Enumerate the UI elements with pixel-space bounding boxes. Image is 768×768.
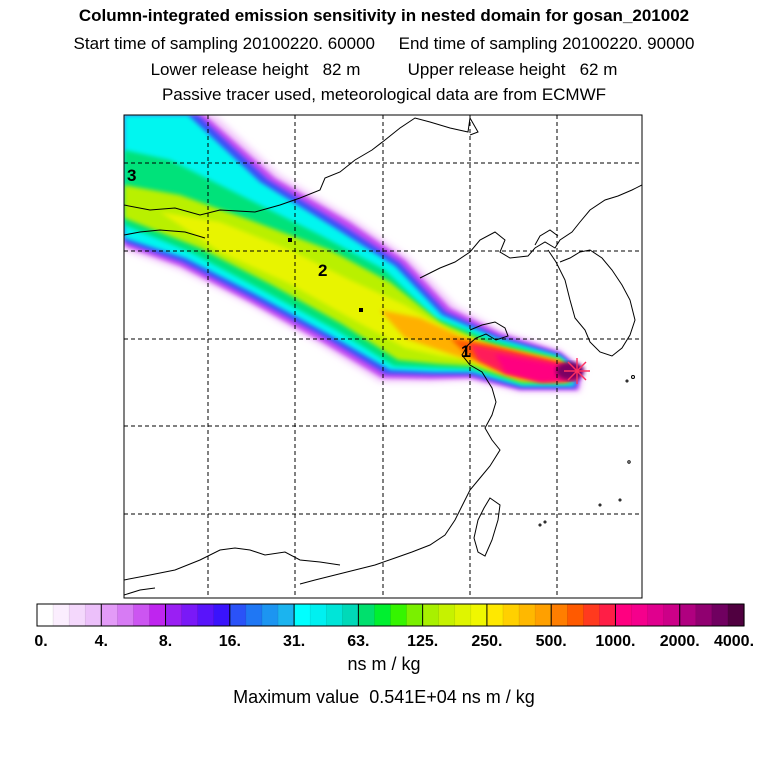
colorbar-tick-label: 125. xyxy=(407,633,438,650)
colorbar-cell xyxy=(470,604,488,626)
colorbar-cell xyxy=(37,604,54,626)
colorbar-tick-label: 500. xyxy=(536,633,567,650)
receptor-star-icon xyxy=(564,358,590,384)
colorbar-cell xyxy=(663,604,681,626)
colorbar-cell xyxy=(599,604,617,626)
colorbar-cell xyxy=(149,604,167,626)
colorbar-labels: 0. 4. 8. 16. 31. 63. 125. 250. 500. 1000. 2000. 400… xyxy=(34,633,754,650)
colorbar-tick-label: 31. xyxy=(283,633,305,650)
colorbar-cell xyxy=(245,604,263,626)
colorbar-cell xyxy=(278,604,295,626)
colorbar-cell xyxy=(567,604,584,626)
release-height-line: Lower release height 82 m Upper release … xyxy=(150,60,618,79)
islands xyxy=(538,375,635,527)
colorbar-cell xyxy=(326,604,343,626)
colorbar-cell xyxy=(535,604,552,626)
colorbar-cell xyxy=(615,604,633,626)
colorbar-cell xyxy=(294,604,311,626)
colorbar-cell xyxy=(551,604,568,626)
coastlines xyxy=(124,117,642,596)
colorbar-cell xyxy=(374,604,392,626)
colorbar-cell xyxy=(519,604,536,626)
colorbar-cell xyxy=(647,604,665,626)
map-frame xyxy=(123,114,643,599)
plot-title: Column-integrated emission sensitivity i… xyxy=(78,6,690,25)
tracer-info-line: Passive tracer used, meteorological data… xyxy=(161,85,607,104)
colorbar-cell xyxy=(229,604,247,626)
colorbar-cell xyxy=(502,604,520,626)
graticule xyxy=(124,115,642,598)
colorbar-cell xyxy=(438,604,456,626)
map-label-1: 1 xyxy=(461,342,470,361)
colorbar-tick-label: 250. xyxy=(471,633,502,650)
maximum-value: Maximum value 0.541E+04 ns m / kg xyxy=(233,687,535,707)
colorbar-cell xyxy=(310,604,327,626)
colorbar-cell xyxy=(85,604,102,626)
colorbar-tick-label: 63. xyxy=(347,633,369,650)
colorbar-cell xyxy=(679,604,697,626)
colorbar-tick-label: 8. xyxy=(159,633,172,650)
colorbar-cell xyxy=(101,604,118,626)
colorbar-cell xyxy=(69,604,86,626)
colorbar-tick-label: 4. xyxy=(95,633,108,650)
map-label-2: 2 xyxy=(318,261,327,280)
colorbar-tick-label: 4000. xyxy=(714,633,754,650)
colorbar-cell xyxy=(358,604,376,626)
colorbar-cell xyxy=(165,604,183,626)
colorbar-cell xyxy=(711,604,729,626)
colorbar-cell xyxy=(197,604,215,626)
colorbar-cell xyxy=(133,604,151,626)
colorbar-cell xyxy=(181,604,199,626)
colorbar-cell xyxy=(695,604,713,626)
colorbar-frame xyxy=(36,603,745,627)
sampling-time-line: Start time of sampling 20100220. 60000 E… xyxy=(73,34,695,53)
colorbar-cell xyxy=(583,604,600,626)
colorbar-unit: ns m / kg xyxy=(347,654,421,674)
colorbar-cell xyxy=(631,604,649,626)
colorbar-cell xyxy=(454,604,472,626)
colorbar-cell xyxy=(390,604,408,626)
colorbar-cell xyxy=(342,604,359,626)
colorbar-cell xyxy=(117,604,135,626)
colorbar-cell xyxy=(406,604,424,626)
colorbar-cells xyxy=(37,604,745,626)
colorbar: 0. 4. 8. 16. 31. 63. 125. 250. 500. 1000. 2000. 400… xyxy=(34,603,754,650)
map-panel: 3 2 1 xyxy=(123,114,643,599)
colorbar-tick-label: 1000. xyxy=(595,633,635,650)
colorbar-cell xyxy=(213,604,231,626)
colorbar-cell xyxy=(727,604,745,626)
colorbar-tick-label: 0. xyxy=(34,633,47,650)
location-dot xyxy=(288,238,292,242)
colorbar-tick-label: 16. xyxy=(219,633,241,650)
map-label-3: 3 xyxy=(127,166,136,185)
location-dot xyxy=(359,308,363,312)
colorbar-cell xyxy=(53,604,70,626)
colorbar-cell xyxy=(486,604,504,626)
colorbar-major-ticks xyxy=(100,604,681,626)
colorbar-cell xyxy=(261,604,279,626)
colorbar-tick-label: 2000. xyxy=(660,633,700,650)
colorbar-cell xyxy=(422,604,440,626)
